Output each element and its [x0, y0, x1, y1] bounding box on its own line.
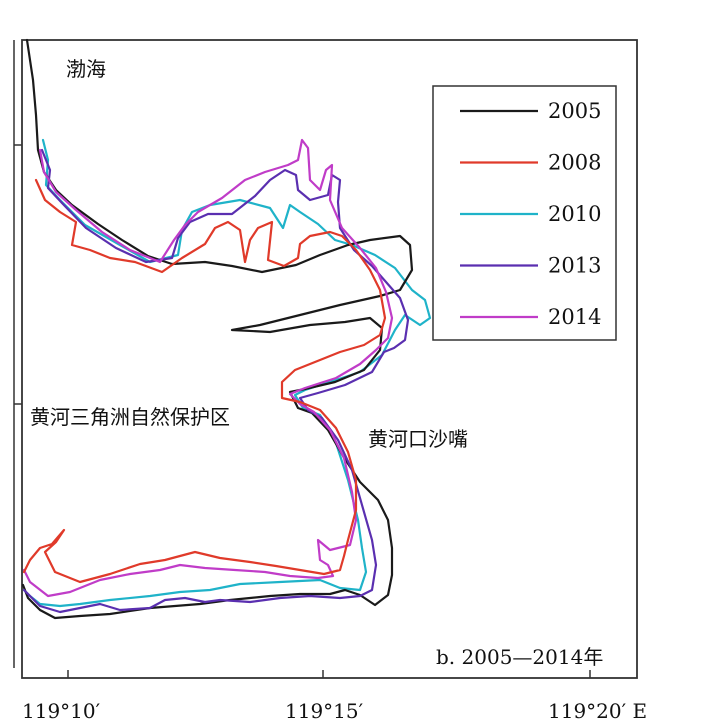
x-ticks: [67, 670, 591, 678]
label-panel: b. 2005—2014年: [436, 645, 603, 669]
map-frame: [21, 39, 638, 679]
label-spit: 黄河口沙嘴: [368, 427, 468, 451]
coastline-2014: [22, 138, 394, 598]
legend: 2005 2008 2010 2013 2014: [432, 85, 617, 341]
legend-label-2013: 2013: [548, 254, 601, 278]
coastline-2010: [22, 138, 432, 608]
x-tick-label-2: 119°20′ E: [548, 699, 647, 723]
label-reserve: 黄河三角洲自然保护区: [30, 405, 230, 429]
legend-label-2005: 2005: [548, 99, 601, 123]
y-ticks: [14, 144, 22, 405]
legend-label-2010: 2010: [548, 202, 601, 226]
legend-label-2014: 2014: [548, 305, 601, 329]
x-tick-label-0: 119°10′: [22, 699, 101, 723]
coastlines: [21, 38, 432, 620]
legend-label-2008: 2008: [548, 151, 601, 175]
label-sea: 渤海: [66, 57, 106, 81]
x-tick-label-1: 119°15′: [285, 699, 364, 723]
coastline-2013: [22, 148, 410, 614]
coastline-2008: [22, 178, 387, 584]
coastline-2005: [21, 38, 414, 620]
